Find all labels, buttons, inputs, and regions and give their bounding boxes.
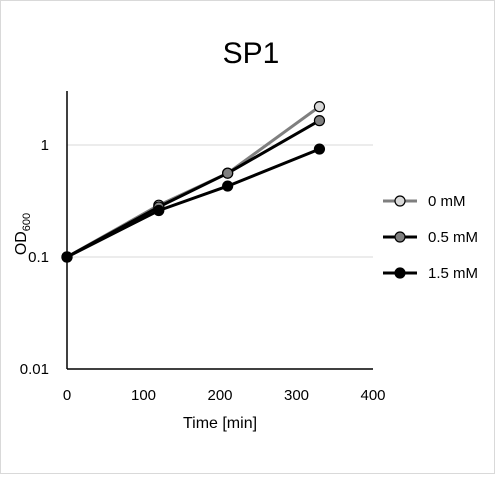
chart-title: SP1	[223, 37, 280, 70]
series-layer	[61, 101, 326, 263]
data-point-s1-2	[222, 167, 234, 179]
legend-marker-1	[394, 231, 406, 243]
legend-label-0: 0 mM	[428, 193, 466, 210]
legend-label-2: 1.5 mM	[428, 265, 478, 282]
y-tick-label-2: 1	[41, 137, 49, 154]
y-axis-title-subscript: 600	[21, 213, 33, 231]
x-axis-title: Time [min]	[183, 415, 257, 432]
data-point-s2-0	[61, 251, 73, 263]
y-tick-label-0: 0.01	[20, 361, 49, 378]
y-axis-title-main: OD	[13, 231, 30, 255]
x-tick-label-4: 400	[360, 387, 385, 404]
x-tick-label-3: 300	[284, 387, 309, 404]
axes	[66, 91, 373, 370]
legend-label-1: 0.5 mM	[428, 229, 478, 246]
data-point-s2-2	[222, 180, 234, 192]
data-point-s2-3	[313, 143, 326, 155]
tick-labels: 0.01 0.1 1 0 100 200 300 400	[20, 137, 386, 404]
grid-lines	[67, 144, 373, 258]
y-tick-label-1: 0.1	[28, 249, 49, 266]
legend-marker-0	[394, 195, 406, 207]
series-line-0	[66, 105, 321, 259]
y-axis-title: OD600	[13, 213, 33, 255]
data-point-s2-1	[153, 204, 165, 217]
x-tick-label-2: 200	[207, 387, 232, 404]
data-point-s1-3	[313, 115, 326, 127]
legend-marker-2	[394, 267, 406, 279]
x-tick-label-0: 0	[63, 387, 71, 404]
legend: 0 mM 0.5 mM 1.5 mM	[383, 193, 478, 282]
data-point-s0-3	[313, 101, 326, 113]
series-line-1	[66, 119, 321, 259]
x-tick-label-1: 100	[131, 387, 156, 404]
series-line-2	[66, 147, 320, 259]
